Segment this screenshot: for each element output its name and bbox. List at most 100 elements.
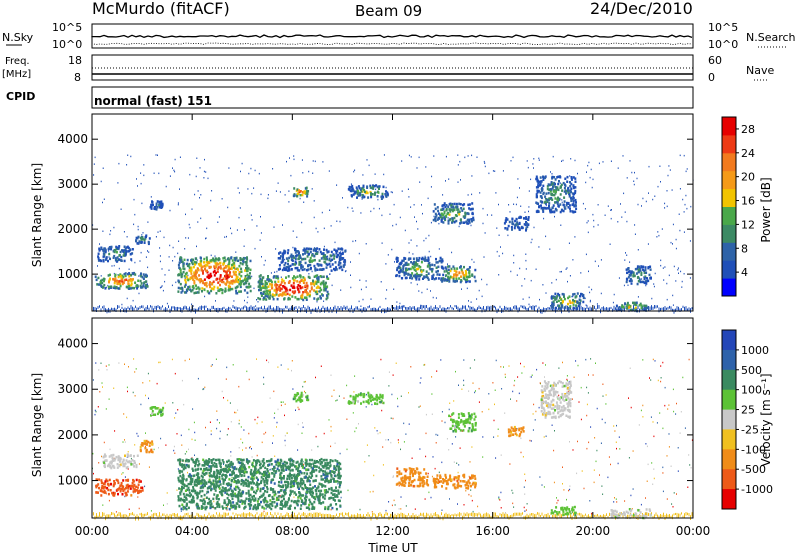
freq-label: Freq. — [5, 56, 30, 67]
ground-scatter — [322, 513, 324, 518]
noise-point — [410, 156, 412, 158]
ground-scatter — [147, 305, 148, 310]
ground-scatter — [414, 306, 415, 310]
noise-point — [592, 213, 594, 216]
noise-point — [278, 497, 280, 500]
echo-cell — [422, 269, 425, 272]
noise-point — [313, 200, 315, 202]
echo-cell — [313, 264, 316, 268]
echo-cell — [123, 259, 126, 263]
noise-point — [478, 289, 480, 292]
echo-cell — [399, 268, 402, 272]
echo-cell — [299, 286, 302, 290]
echo-cell — [108, 246, 111, 250]
echo-cell — [356, 192, 359, 196]
noise-point — [247, 296, 249, 298]
echo-cell — [161, 409, 164, 412]
ground-scatter — [510, 515, 511, 519]
noise-point — [656, 236, 658, 238]
echo-cell — [182, 264, 185, 267]
noise-point — [108, 398, 110, 400]
echo-cell — [620, 305, 623, 309]
noise-point — [276, 426, 277, 428]
echo-cell — [235, 291, 238, 295]
noise-point — [542, 362, 544, 364]
noise-point — [313, 216, 315, 219]
noise-point — [629, 261, 631, 263]
echo-cell — [331, 263, 334, 266]
ground-scatter — [379, 512, 381, 516]
noise-point — [664, 207, 666, 209]
echo-cell — [178, 266, 181, 270]
echo-cell — [131, 252, 134, 255]
echo-cell — [269, 289, 271, 292]
ground-scatter — [519, 307, 520, 311]
noise-point — [525, 509, 527, 511]
echo-cell — [296, 275, 299, 278]
noise-point — [642, 404, 644, 407]
echo-cell — [244, 269, 247, 272]
ground-scatter — [148, 515, 150, 518]
echo-cell — [246, 269, 249, 273]
noise-point — [685, 194, 687, 197]
ground-scatter — [429, 515, 430, 520]
noise-point — [566, 375, 568, 377]
echo-cell — [324, 281, 327, 285]
ground-scatter — [184, 513, 186, 517]
noise-point — [178, 240, 180, 242]
noise-point — [373, 207, 375, 210]
noise-point — [128, 268, 130, 270]
echo-cell — [326, 263, 329, 267]
noise-point — [458, 384, 459, 386]
noise-point — [251, 192, 253, 195]
ground-scatter — [454, 513, 456, 517]
ground-scatter — [640, 307, 642, 311]
echo-cell — [177, 286, 180, 290]
echo-cell — [372, 187, 375, 190]
noise-point — [654, 272, 656, 275]
noise-point — [105, 408, 107, 410]
noise-point — [679, 154, 681, 157]
noise-point — [260, 216, 261, 218]
noise-point — [651, 462, 653, 464]
noise-point — [482, 436, 484, 438]
echo-cell — [523, 223, 526, 226]
echo-cell — [507, 224, 510, 228]
noise-point — [620, 203, 621, 205]
echo-cell — [317, 280, 320, 284]
noise-point — [425, 413, 427, 416]
noise-point — [482, 456, 484, 458]
noise-point — [677, 470, 679, 472]
noise-point — [649, 377, 650, 379]
echo-cell — [189, 277, 192, 281]
noise-point — [527, 166, 529, 169]
echo-cell — [505, 217, 508, 220]
echo-cell — [299, 256, 302, 260]
echo-cell — [301, 265, 304, 268]
echo-cell — [104, 250, 107, 254]
echo-cell — [214, 259, 217, 262]
echo-cell — [526, 225, 529, 228]
noise-point — [657, 379, 659, 382]
noise-point — [181, 379, 183, 382]
echo-cell — [273, 473, 276, 476]
noise-point — [688, 358, 690, 361]
ground-scatter — [601, 307, 603, 310]
noise-point — [126, 386, 128, 389]
noise-point — [291, 360, 293, 362]
noise-point — [689, 277, 691, 279]
ground-scatter — [532, 305, 534, 310]
noise-point — [213, 500, 215, 503]
noise-point — [495, 457, 497, 459]
echo-cell — [262, 292, 265, 295]
echo-cell — [450, 204, 453, 207]
echo-cell — [518, 227, 521, 230]
echo-cell — [216, 500, 219, 504]
echo-cell — [130, 463, 133, 466]
noise-point — [401, 160, 403, 162]
noise-point — [94, 409, 96, 412]
echo-cell — [271, 287, 273, 290]
echo-cell — [544, 195, 547, 198]
ground-scatter — [396, 515, 397, 519]
